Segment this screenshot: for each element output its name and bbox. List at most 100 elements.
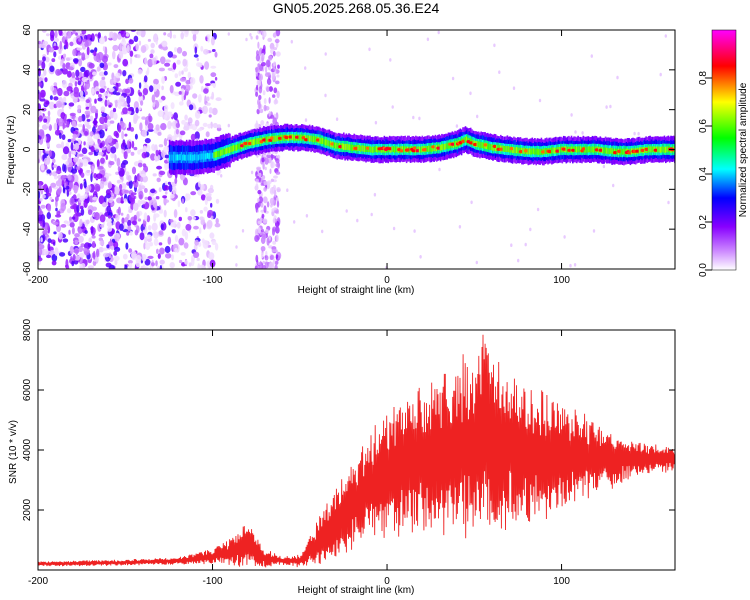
spectrogram-cell <box>63 30 67 38</box>
spectrogram-band <box>504 145 506 152</box>
spectrogram-band <box>218 150 221 157</box>
spectrogram-cell <box>63 90 70 97</box>
spectrogram-cell <box>39 98 46 102</box>
spectrogram-cell <box>268 97 271 104</box>
spectrogram-cell <box>177 200 181 208</box>
spectrogram-cell <box>44 165 48 170</box>
spectrogram-band <box>445 143 447 150</box>
spectrogram-cell <box>268 86 273 92</box>
spectrogram-cell <box>38 149 42 156</box>
spectrogram-cell <box>263 205 267 214</box>
spectrogram-band <box>226 147 229 154</box>
spectrogram-cell <box>144 57 148 66</box>
spectrogram-cell <box>104 116 108 124</box>
spectrogram-cell <box>69 77 76 83</box>
spectrogram-cell <box>261 55 264 63</box>
spectrogram-cell <box>112 107 117 113</box>
spectrogram-cell <box>68 66 74 71</box>
spectrogram-band <box>230 146 232 153</box>
spectrogram-band <box>282 134 285 141</box>
spectrogram-cell <box>120 30 126 38</box>
spectrogram-band <box>168 154 171 161</box>
spectrogram-band <box>184 154 187 161</box>
spectrogram-band <box>308 135 311 142</box>
spectrogram-cell <box>476 114 479 119</box>
spectrogram-cell <box>205 83 211 87</box>
spectrogram-cell <box>270 161 274 169</box>
spectrogram-cell <box>210 72 217 78</box>
spectrogram-cell <box>47 203 52 212</box>
spectrogram-band <box>363 145 366 152</box>
spectrogram-cell <box>104 99 108 107</box>
spectrogram-cell <box>47 242 51 252</box>
spectrogram-band <box>658 146 660 153</box>
spectrogram-cell <box>158 187 162 193</box>
spectrogram-peak <box>288 135 293 139</box>
spectrogram-cell <box>153 78 159 85</box>
spectrogram-band <box>333 142 336 149</box>
spectrogram-cell <box>80 243 85 248</box>
spectrogram-cell <box>269 168 272 174</box>
spectrogram-cell <box>206 195 212 202</box>
spectrogram-peak <box>499 147 504 151</box>
spectrogram-cell <box>138 40 142 46</box>
spectrogram-cell <box>266 86 270 93</box>
spectrogram-band <box>432 145 434 152</box>
spectrogram-band <box>538 148 540 155</box>
spectrogram-cell <box>178 70 182 77</box>
spectrogram-cell <box>198 94 202 103</box>
spectrogram-cell <box>85 99 91 104</box>
spectrogram-cell <box>46 142 50 148</box>
spectrogram-y-tick-label: -20 <box>22 182 33 197</box>
spectrogram-cell <box>98 93 102 98</box>
spectrogram-cell <box>120 212 124 216</box>
spectrogram-cell <box>265 250 268 257</box>
spectrogram-cell <box>41 61 46 70</box>
spectrogram-cell <box>66 208 72 214</box>
spectrogram-cell <box>95 91 100 95</box>
spectrogram-cell <box>65 31 72 39</box>
spectrogram-cell <box>135 259 141 268</box>
spectrogram-cell <box>122 253 128 260</box>
spectrogram-cell <box>208 252 215 261</box>
spectrogram-band <box>539 148 541 155</box>
spectrogram-cell <box>121 130 124 140</box>
spectrogram-band <box>273 135 276 142</box>
spectrogram-cell <box>265 66 268 74</box>
spectrogram-cell <box>101 147 106 151</box>
spectrogram-cell <box>44 77 48 83</box>
spectrogram-cell <box>105 154 109 160</box>
spectrogram-cell <box>184 231 189 241</box>
spectrogram-cell <box>256 108 260 115</box>
spectrogram-cell <box>202 122 208 127</box>
spectrogram-cell <box>125 78 129 85</box>
spectrogram-band <box>361 145 363 152</box>
spectrogram-cell <box>53 122 58 131</box>
spectrogram-cell <box>127 104 131 108</box>
spectrogram-cell <box>563 235 566 239</box>
spectrogram-cell <box>185 193 191 201</box>
spectrogram-cell <box>199 264 205 269</box>
spectrogram-cell <box>49 30 55 39</box>
spectrogram-cell <box>70 256 73 260</box>
spectrogram-cell <box>164 245 171 254</box>
snr-x-ticks: -200 -100 0 100 <box>28 330 570 587</box>
spectrogram-cell <box>304 66 307 70</box>
spectrogram-band <box>311 136 314 143</box>
spectrogram-cell <box>78 71 83 78</box>
spectrogram-cell <box>163 32 167 36</box>
spectrogram-cell <box>71 120 77 128</box>
spectrogram-cell <box>55 170 62 174</box>
spectrogram-cell <box>120 200 124 204</box>
spectrogram-cell <box>128 39 134 45</box>
spectrogram-band <box>417 146 420 153</box>
spectrogram-cell <box>60 141 65 149</box>
spectrogram-cell <box>97 32 102 39</box>
spectrogram-y-tick-label: -60 <box>22 261 33 276</box>
spectrogram-cell <box>95 33 98 37</box>
spectrogram-cell <box>88 161 93 165</box>
spectrogram-cell <box>38 129 45 137</box>
spectrogram-band <box>326 139 328 146</box>
spectrogram-cell <box>210 36 215 46</box>
spectrogram-cell <box>123 198 127 203</box>
